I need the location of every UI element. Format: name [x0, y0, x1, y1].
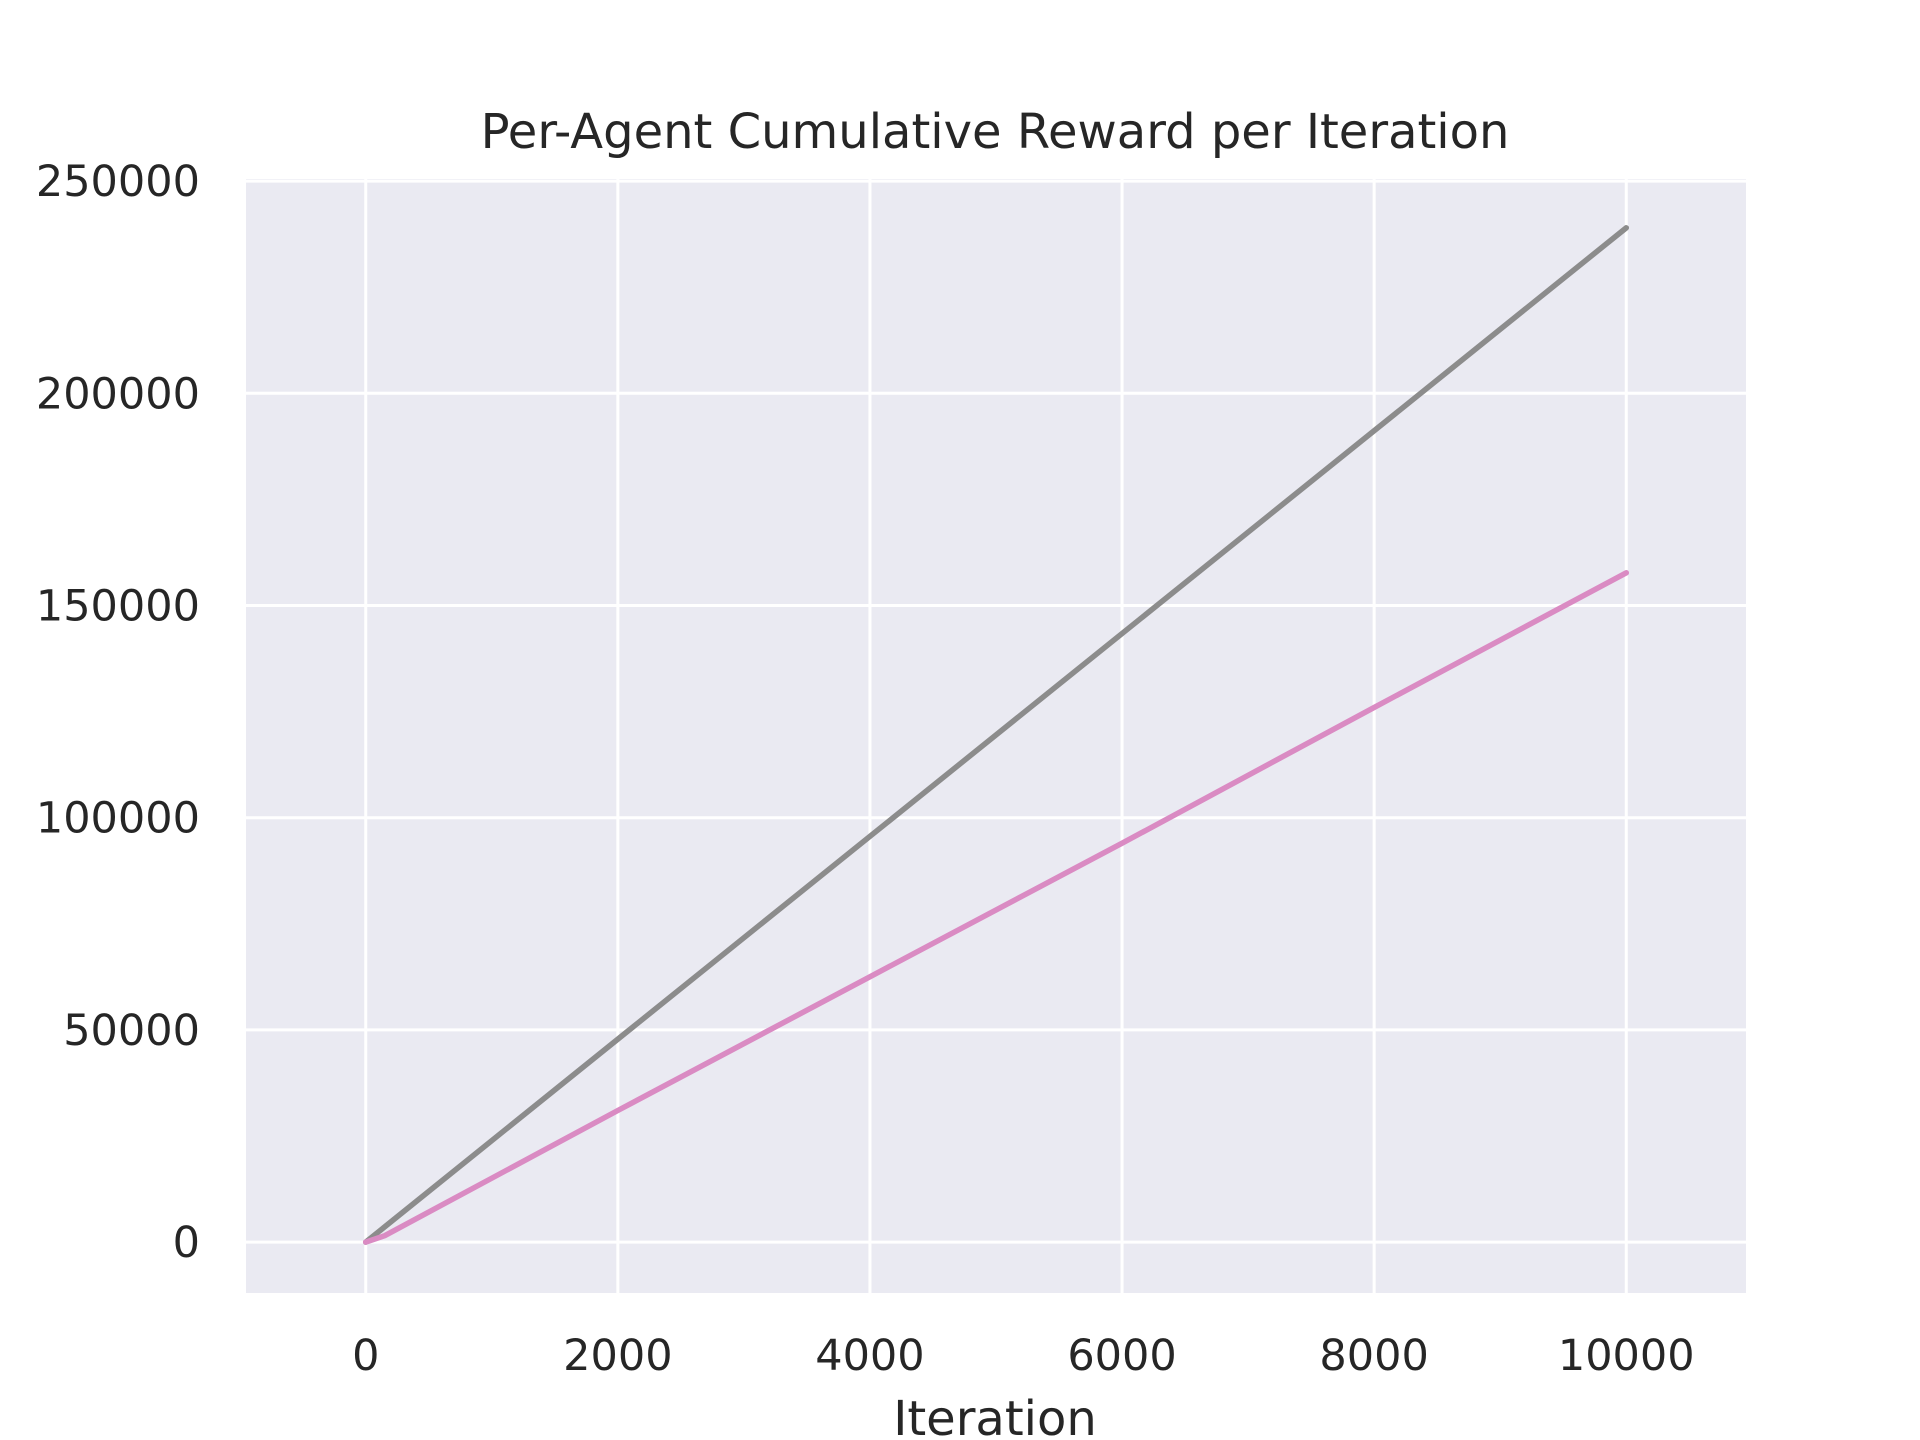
y-tick-labels: 0 50000 100000 150000 200000 250000	[36, 157, 200, 1268]
x-tick-label: 10000	[1558, 1331, 1695, 1381]
y-gridlines	[246, 179, 1746, 1244]
series-line-1	[362, 225, 1630, 1245]
series-layer	[362, 225, 1630, 1245]
x-tick-label: 2000	[563, 1331, 672, 1381]
y-tick-label: 250000	[36, 157, 200, 207]
x-tick-labels: 0 2000 4000 6000 8000 10000	[352, 1331, 1695, 1381]
y-tick-label: 200000	[36, 369, 200, 419]
y-tick-label: 0	[173, 1218, 200, 1268]
x-axis-title: Iteration	[893, 1391, 1097, 1440]
y-tick-label: 100000	[36, 794, 200, 844]
x-tick-label: 8000	[1319, 1331, 1428, 1381]
series-line-2	[362, 570, 1630, 1245]
chart-title: Per-Agent Cumulative Reward per Iteratio…	[481, 104, 1510, 160]
y-tick-label: 150000	[36, 582, 200, 632]
x-tick-label: 0	[352, 1331, 379, 1381]
x-tick-label: 4000	[815, 1331, 924, 1381]
y-tick-label: 50000	[63, 1006, 200, 1056]
x-tick-label: 6000	[1067, 1331, 1176, 1381]
x-gridlines	[364, 179, 1628, 1293]
